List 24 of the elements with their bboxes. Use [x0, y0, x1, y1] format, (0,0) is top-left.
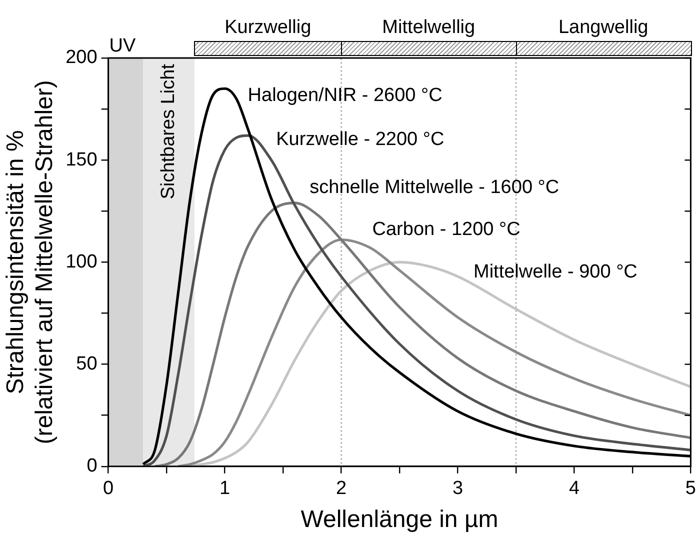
- series-label: schnelle Mittelwelle - 1600 °C: [310, 177, 560, 198]
- x-axis-title: Wellenlänge in µm: [300, 506, 498, 534]
- y-tick-label: 150: [66, 149, 98, 170]
- x-tick-label: 2: [336, 478, 347, 500]
- band-label: UV: [109, 36, 136, 57]
- x-tick-label: 3: [452, 478, 464, 500]
- series-label: Mittelwelle - 900 °C: [474, 261, 638, 282]
- x-tick-label: 5: [685, 478, 696, 500]
- x-tick-label: 4: [568, 478, 580, 500]
- text: Kurzwellig: [224, 17, 312, 38]
- series-label: Halogen/NIR - 2600 °C: [248, 84, 442, 106]
- x-tick-label: 1: [219, 478, 230, 500]
- x-tick-label: 0: [103, 478, 114, 500]
- y-tick-label: 100: [66, 251, 98, 272]
- series-label: Carbon - 1200 °C: [372, 218, 520, 240]
- y-tick-label: 50: [76, 354, 98, 375]
- text: Mittelwellig: [382, 17, 476, 38]
- y-tick-label: 200: [66, 47, 98, 68]
- text: Langwellig: [558, 17, 648, 38]
- y-tick-label: 0: [86, 456, 98, 477]
- band-label: Sichtbares Licht: [158, 63, 180, 200]
- y-axis-title: Strahlungsintensität in % (relativiert auf Mittelwelle-Strahler): [2, 80, 58, 444]
- series-label: Kurzwelle - 2200 °C: [276, 128, 444, 150]
- line-series: [154, 202, 691, 466]
